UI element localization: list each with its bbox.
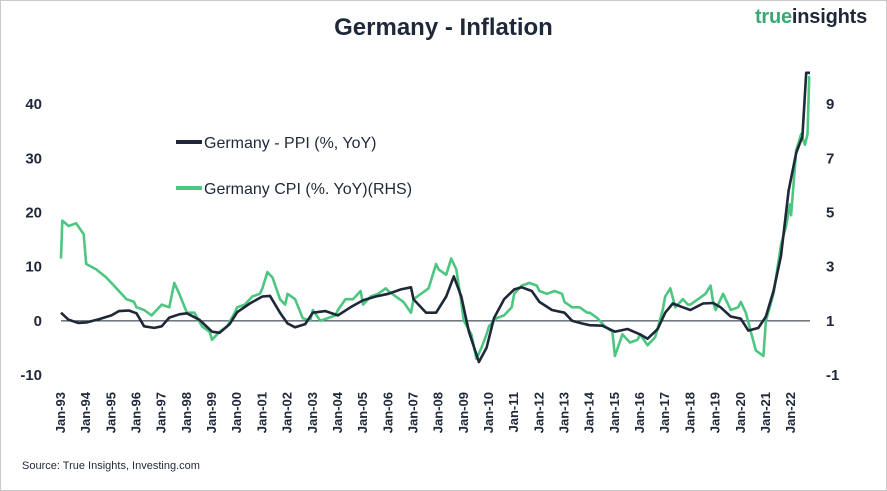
source-note: Source: True Insights, Investing.com: [22, 460, 200, 472]
y-left-tick-label: 0: [34, 313, 42, 330]
x-tick-label: Jan-14: [582, 391, 597, 433]
x-tick-label: Jan-13: [557, 392, 572, 433]
x-tick-label: Jan-94: [78, 391, 93, 433]
x-tick-label: Jan-98: [179, 392, 194, 433]
legend: Germany - PPI (%, YoY) Germany CPI (%. Yo…: [176, 135, 412, 198]
x-tick-label: Jan-05: [355, 392, 370, 433]
x-tick-label: Jan-17: [657, 392, 672, 433]
y-left-tick-label: 40: [25, 96, 42, 113]
brand-logo-part2: insights: [791, 6, 867, 28]
x-tick-label: Jan-18: [682, 392, 697, 433]
x-tick-label: Jan-07: [405, 392, 420, 433]
x-tick-label: Jan-95: [103, 392, 118, 433]
series-ppi-line: [60, 71, 810, 364]
x-tick-label: Jan-96: [129, 392, 144, 433]
x-tick-label: Jan-20: [733, 392, 748, 433]
x-tick-label: Jan-03: [305, 392, 320, 433]
brand-logo: trueinsights: [755, 6, 867, 29]
y-right-tick-label: 1: [826, 313, 834, 330]
x-tick-label: Jan-10: [481, 392, 496, 433]
y-right-tick-label: 5: [826, 205, 834, 222]
x-tick-label: Jan-19: [708, 392, 723, 433]
x-tick-label: Jan-02: [280, 392, 295, 433]
x-tick-label: Jan-08: [431, 392, 446, 433]
x-tick-label: Jan-00: [229, 392, 244, 433]
x-tick-label: Jan-93: [53, 392, 68, 433]
y-left-tick-label: 20: [25, 205, 42, 222]
y-right-tick-label: 3: [826, 259, 834, 276]
y-left-tick-label: -10: [20, 367, 42, 384]
x-tick-label: Jan-06: [380, 392, 395, 433]
y-left-tick-label: 30: [25, 150, 42, 167]
y-right-tick-label: 7: [826, 150, 834, 167]
x-tick-label: Jan-15: [607, 392, 622, 433]
x-tick-label: Jan-22: [783, 392, 798, 433]
axes: -10 0 10 20 30 40 -1 1 3 5 7 9 Jan-93 Jan-94 Jan-95 Jan…: [20, 96, 839, 433]
y-right-tick-label: 9: [826, 96, 834, 113]
x-tick-label: Jan-97: [154, 392, 169, 433]
legend-ppi-label: Germany - PPI (%, YoY): [204, 135, 377, 152]
x-tick-label: Jan-16: [632, 392, 647, 433]
x-tick-label: Jan-99: [204, 392, 219, 433]
x-tick-label: Jan-09: [456, 392, 471, 433]
y-left-tick-label: 10: [25, 259, 42, 276]
brand-logo-part1: true: [754, 6, 792, 28]
x-tick-label: Jan-12: [531, 392, 546, 433]
chart-title: Germany - Inflation: [334, 14, 553, 41]
x-tick-label: Jan-04: [330, 391, 345, 433]
series-layer: [59, 71, 811, 364]
y-right-tick-label: -1: [826, 367, 839, 384]
x-tick-label: Jan-21: [758, 392, 773, 433]
x-tick-label: Jan-11: [506, 392, 521, 432]
x-tick-label: Jan-01: [254, 392, 269, 433]
legend-cpi-label: Germany CPI (%. YoY)(RHS): [204, 181, 412, 198]
